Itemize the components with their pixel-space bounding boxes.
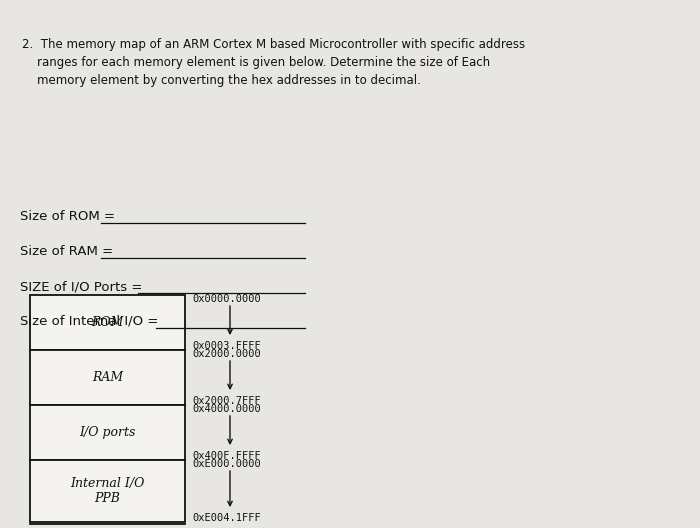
Bar xyxy=(30,405,185,460)
Text: Internal I/O
PPB: Internal I/O PPB xyxy=(70,477,145,505)
Text: 0xE000.0000: 0xE000.0000 xyxy=(192,459,260,469)
Text: 0x2000.7FFF: 0x2000.7FFF xyxy=(192,396,260,406)
Bar xyxy=(30,460,185,522)
Text: 0x0000.0000: 0x0000.0000 xyxy=(192,294,260,304)
Bar xyxy=(30,295,185,350)
Text: Size of ROM =: Size of ROM = xyxy=(20,210,115,223)
Text: 0x0003.FFFF: 0x0003.FFFF xyxy=(192,341,260,351)
Text: 0x2000.0000: 0x2000.0000 xyxy=(192,349,260,359)
Text: 0x4000.0000: 0x4000.0000 xyxy=(192,404,260,414)
Text: Size of RAM =: Size of RAM = xyxy=(20,245,113,258)
Text: I/O ports: I/O ports xyxy=(79,426,136,439)
Text: Size of Internal I/O =: Size of Internal I/O = xyxy=(20,315,158,328)
Text: memory element by converting the hex addresses in to decimal.: memory element by converting the hex add… xyxy=(22,74,421,87)
Text: 2.  The memory map of an ARM Cortex M based Microcontroller with specific addres: 2. The memory map of an ARM Cortex M bas… xyxy=(22,38,525,51)
Bar xyxy=(30,350,185,405)
Text: SIZE of I/O Ports =: SIZE of I/O Ports = xyxy=(20,280,142,293)
Text: 0x400F.FFFF: 0x400F.FFFF xyxy=(192,451,260,461)
Text: 0xE004.1FFF: 0xE004.1FFF xyxy=(192,513,260,523)
Text: RAM: RAM xyxy=(92,371,123,384)
Text: ranges for each memory element is given below. Determine the size of Each: ranges for each memory element is given … xyxy=(22,56,490,69)
Text: ROM: ROM xyxy=(91,316,124,329)
